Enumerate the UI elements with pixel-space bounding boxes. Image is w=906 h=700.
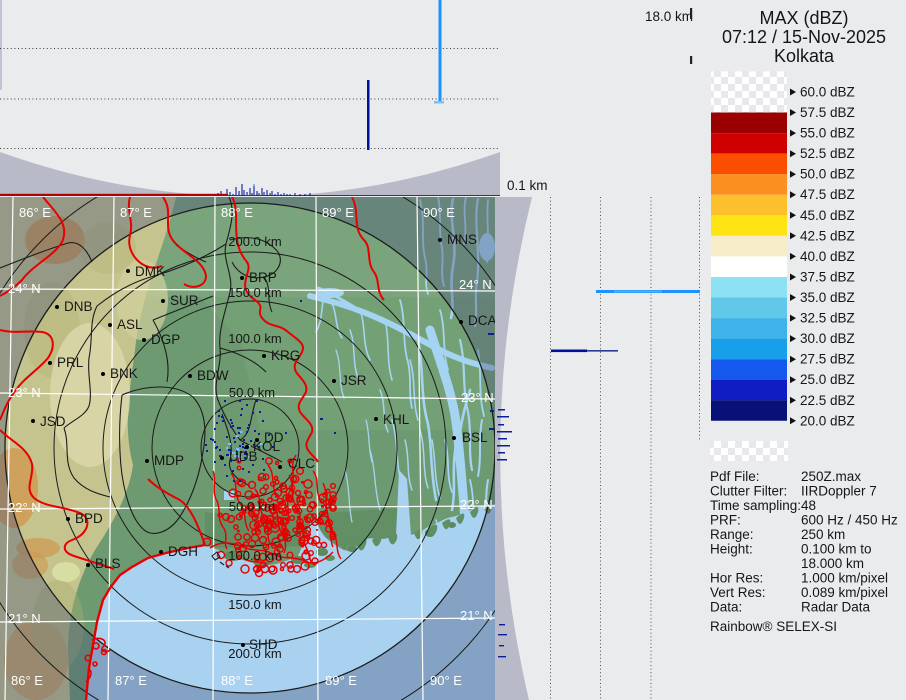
svg-text:48: 48 [801, 498, 816, 513]
svg-text:DNB: DNB [64, 299, 93, 314]
svg-text:88° E: 88° E [221, 205, 253, 220]
svg-text:47.5 dBZ: 47.5 dBZ [800, 187, 855, 202]
svg-text:22° N: 22° N [460, 497, 493, 512]
svg-text:UDB: UDB [229, 449, 258, 464]
svg-text:0.089 km/pixel: 0.089 km/pixel [801, 585, 888, 600]
svg-text:0.100 km to: 0.100 km to [801, 542, 872, 557]
svg-text:Data:: Data: [710, 600, 742, 615]
svg-text:45.0 dBZ: 45.0 dBZ [800, 208, 855, 223]
svg-text:Rainbow® SELEX-SI: Rainbow® SELEX-SI [710, 619, 837, 634]
svg-text:200.0 km: 200.0 km [228, 646, 281, 661]
svg-text:35.0 dBZ: 35.0 dBZ [800, 290, 855, 305]
svg-text:Kolkata: Kolkata [774, 46, 835, 66]
svg-text:MAX (dBZ): MAX (dBZ) [759, 8, 848, 28]
svg-text:32.5 dBZ: 32.5 dBZ [800, 311, 855, 326]
svg-text:MDP: MDP [154, 453, 184, 468]
svg-text:BRP: BRP [249, 270, 277, 285]
svg-text:50.0 dBZ: 50.0 dBZ [800, 167, 855, 182]
svg-text:21° N: 21° N [8, 611, 41, 626]
svg-text:88° E: 88° E [221, 673, 253, 688]
svg-text:DGH: DGH [168, 544, 198, 559]
svg-text:150.0 km: 150.0 km [228, 597, 281, 612]
svg-text:Radar Data: Radar Data [801, 600, 871, 615]
svg-text:100.0 km: 100.0 km [228, 331, 281, 346]
svg-text:21° N: 21° N [460, 608, 493, 623]
svg-text:86° E: 86° E [19, 205, 51, 220]
svg-text:KOL: KOL [253, 439, 281, 454]
svg-text:PRL: PRL [57, 355, 84, 370]
svg-text:18.000 km: 18.000 km [801, 556, 864, 571]
svg-text:600 Hz / 450 Hz: 600 Hz / 450 Hz [801, 513, 898, 528]
svg-text:250Z.max: 250Z.max [801, 469, 861, 484]
svg-text:0.1 km: 0.1 km [507, 178, 548, 193]
svg-text:BDW: BDW [197, 368, 229, 383]
svg-text:DMK: DMK [135, 264, 165, 279]
svg-text:87° E: 87° E [115, 673, 147, 688]
svg-text:KRG: KRG [271, 348, 300, 363]
svg-text:22.5 dBZ: 22.5 dBZ [800, 393, 855, 408]
svg-text:Clutter Filter:: Clutter Filter: [710, 484, 787, 499]
svg-text:KHL: KHL [383, 412, 410, 427]
svg-text:55.0 dBZ: 55.0 dBZ [800, 126, 855, 141]
svg-text:BLS: BLS [95, 556, 121, 571]
svg-text:Height:: Height: [710, 542, 753, 557]
svg-text:52.5 dBZ: 52.5 dBZ [800, 146, 855, 161]
svg-text:90° E: 90° E [430, 673, 462, 688]
svg-text:37.5 dBZ: 37.5 dBZ [800, 270, 855, 285]
svg-text:07:12 / 15-Nov-2025: 07:12 / 15-Nov-2025 [722, 27, 886, 47]
svg-text:20.0 dBZ: 20.0 dBZ [800, 413, 855, 428]
svg-text:MNS: MNS [447, 232, 477, 247]
svg-text:Time sampling:: Time sampling: [710, 498, 801, 513]
svg-text:200.0 km: 200.0 km [228, 234, 281, 249]
svg-text:90° E: 90° E [423, 205, 455, 220]
svg-text:50.0 km: 50.0 km [229, 499, 275, 514]
svg-text:BSL: BSL [462, 430, 488, 445]
svg-text:60.0 dBZ: 60.0 dBZ [800, 85, 855, 100]
svg-text:1.000 km/pixel: 1.000 km/pixel [801, 571, 888, 586]
svg-text:JSR: JSR [341, 373, 367, 388]
svg-text:BPD: BPD [75, 511, 103, 526]
svg-text:50.0 km: 50.0 km [229, 385, 275, 400]
svg-text:Hor Res:: Hor Res: [710, 571, 763, 586]
svg-text:87° E: 87° E [120, 205, 152, 220]
svg-text:22° N: 22° N [8, 500, 41, 515]
svg-text:SHD: SHD [249, 637, 278, 652]
svg-text:Range:: Range: [710, 527, 754, 542]
svg-text:CLC: CLC [288, 456, 315, 471]
svg-text:PRF:: PRF: [710, 513, 741, 528]
svg-text:BNK: BNK [110, 366, 138, 381]
svg-text:23° N: 23° N [461, 390, 494, 405]
svg-text:27.5 dBZ: 27.5 dBZ [800, 352, 855, 367]
svg-text:24° N: 24° N [8, 281, 41, 296]
svg-text:DD: DD [264, 430, 284, 445]
svg-text:24° N: 24° N [459, 277, 492, 292]
svg-text:Vert Res:: Vert Res: [710, 585, 766, 600]
svg-text:250 km: 250 km [801, 527, 845, 542]
svg-text:30.0 dBZ: 30.0 dBZ [800, 331, 855, 346]
svg-text:57.5 dBZ: 57.5 dBZ [800, 105, 855, 120]
svg-text:25.0 dBZ: 25.0 dBZ [800, 372, 855, 387]
svg-text:SUR: SUR [170, 293, 199, 308]
svg-text:150.0 km: 150.0 km [228, 285, 281, 300]
svg-text:86° E: 86° E [11, 673, 43, 688]
svg-text:DGP: DGP [151, 332, 180, 347]
svg-text:18.0 km: 18.0 km [645, 9, 693, 24]
svg-text:23° N: 23° N [8, 385, 41, 400]
svg-text:DCA: DCA [468, 313, 497, 328]
svg-text:IIRDoppler 7: IIRDoppler 7 [801, 484, 877, 499]
svg-text:ASL: ASL [117, 317, 143, 332]
svg-text:40.0 dBZ: 40.0 dBZ [800, 249, 855, 264]
svg-text:Pdf File:: Pdf File: [710, 469, 760, 484]
svg-text:89° E: 89° E [325, 673, 357, 688]
svg-text:89° E: 89° E [322, 205, 354, 220]
svg-text:42.5 dBZ: 42.5 dBZ [800, 228, 855, 243]
svg-text:100.0 km: 100.0 km [228, 548, 281, 563]
svg-text:JSD: JSD [40, 414, 66, 429]
